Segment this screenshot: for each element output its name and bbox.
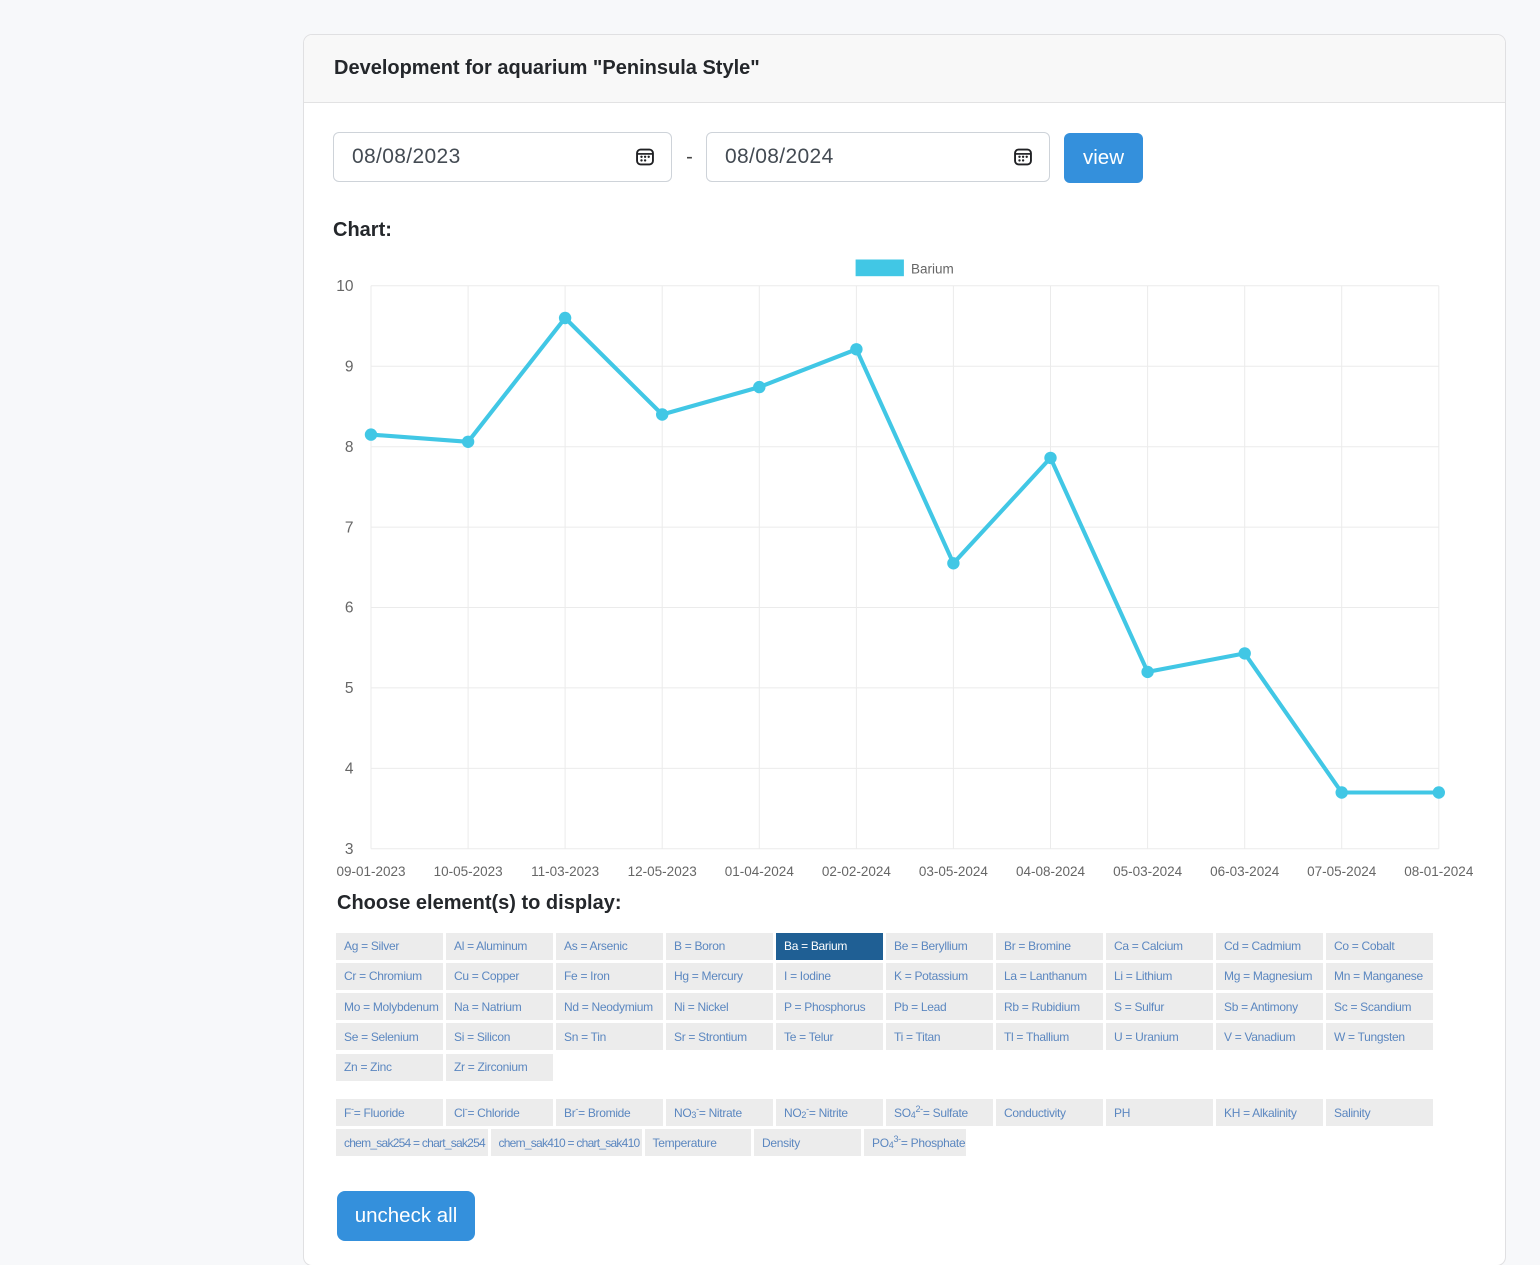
svg-text:02-02-2024: 02-02-2024 xyxy=(822,864,892,879)
svg-text:10-05-2023: 10-05-2023 xyxy=(434,864,503,879)
svg-text:8: 8 xyxy=(345,439,354,456)
svg-text:Barium: Barium xyxy=(911,262,954,277)
svg-text:08-01-2024: 08-01-2024 xyxy=(1404,864,1474,879)
svg-text:9: 9 xyxy=(345,358,354,375)
svg-text:04-08-2024: 04-08-2024 xyxy=(1016,864,1086,879)
svg-text:09-01-2023: 09-01-2023 xyxy=(336,864,405,879)
svg-text:6: 6 xyxy=(345,600,354,617)
svg-text:03-05-2024: 03-05-2024 xyxy=(919,864,989,879)
svg-text:05-03-2024: 05-03-2024 xyxy=(1113,864,1183,879)
svg-text:5: 5 xyxy=(345,680,354,697)
svg-text:10: 10 xyxy=(336,278,354,295)
svg-text:12-05-2023: 12-05-2023 xyxy=(628,864,697,879)
svg-text:4: 4 xyxy=(345,761,354,778)
svg-text:7: 7 xyxy=(345,519,354,536)
svg-text:06-03-2024: 06-03-2024 xyxy=(1210,864,1280,879)
svg-text:07-05-2024: 07-05-2024 xyxy=(1307,864,1377,879)
svg-text:3: 3 xyxy=(345,841,354,858)
svg-text:01-04-2024: 01-04-2024 xyxy=(725,864,795,879)
svg-text:11-03-2023: 11-03-2023 xyxy=(531,864,599,879)
